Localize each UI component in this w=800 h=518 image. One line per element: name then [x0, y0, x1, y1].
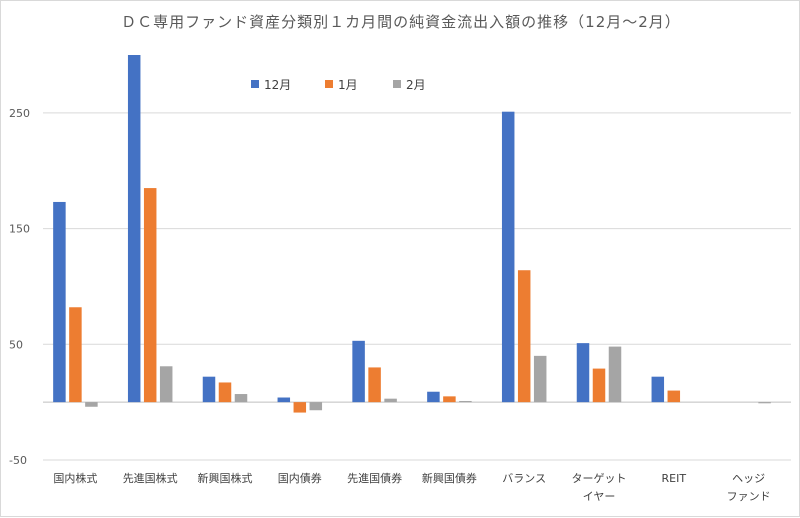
x-tick-label: 国内株式	[53, 471, 97, 485]
bar	[143, 188, 157, 403]
bar	[592, 368, 606, 403]
x-tick-label: 先進国債券	[347, 471, 402, 485]
bar	[277, 397, 291, 403]
bar	[85, 402, 98, 407]
bar	[218, 382, 232, 403]
x-tick-label: 新興国債券	[422, 471, 477, 485]
bar	[501, 111, 515, 403]
y-tick-label: 250	[9, 107, 30, 120]
bar	[69, 307, 82, 403]
bar	[667, 390, 681, 403]
bar	[234, 394, 248, 403]
bar	[159, 366, 173, 403]
bar	[576, 343, 590, 403]
x-tick-label: 新興国株式	[198, 471, 253, 485]
y-tick-label: 50	[9, 338, 23, 351]
y-tick-label: -50	[9, 454, 27, 467]
x-tick-label: ターゲット	[572, 472, 627, 485]
bar	[352, 340, 365, 403]
legend-swatch	[325, 80, 333, 88]
bar	[384, 398, 397, 403]
x-tick-label: バランス	[502, 472, 546, 485]
legend-label: 2月	[406, 78, 426, 92]
bar	[459, 400, 472, 403]
x-tick-label: REIT	[662, 472, 687, 485]
bar	[427, 391, 440, 403]
chart-title: ＤＣ専用ファンド資産分類別１カ月間の純資金流出入額の推移（12月～2月）	[121, 13, 681, 31]
x-tick-label: 国内債券	[278, 471, 322, 485]
bar	[443, 396, 456, 403]
bar	[309, 402, 323, 411]
bar	[127, 55, 141, 403]
bar	[651, 376, 665, 403]
legend-swatch	[393, 80, 401, 88]
bar	[53, 201, 66, 403]
bar	[608, 346, 622, 403]
bar	[293, 402, 307, 413]
bar	[517, 270, 531, 403]
bar	[758, 402, 771, 404]
x-tick-label: ファンド	[727, 490, 771, 503]
x-tick-label: イヤー	[583, 490, 616, 503]
legend-label: 1月	[338, 78, 358, 92]
legend-swatch	[251, 80, 259, 88]
x-tick-label: 先進国株式	[123, 471, 178, 485]
bar	[202, 376, 216, 403]
bar	[368, 367, 381, 403]
bar	[533, 355, 547, 403]
x-tick-label: ヘッジ	[732, 472, 765, 485]
y-tick-label: 150	[9, 223, 30, 236]
legend-label: 12月	[264, 78, 291, 92]
